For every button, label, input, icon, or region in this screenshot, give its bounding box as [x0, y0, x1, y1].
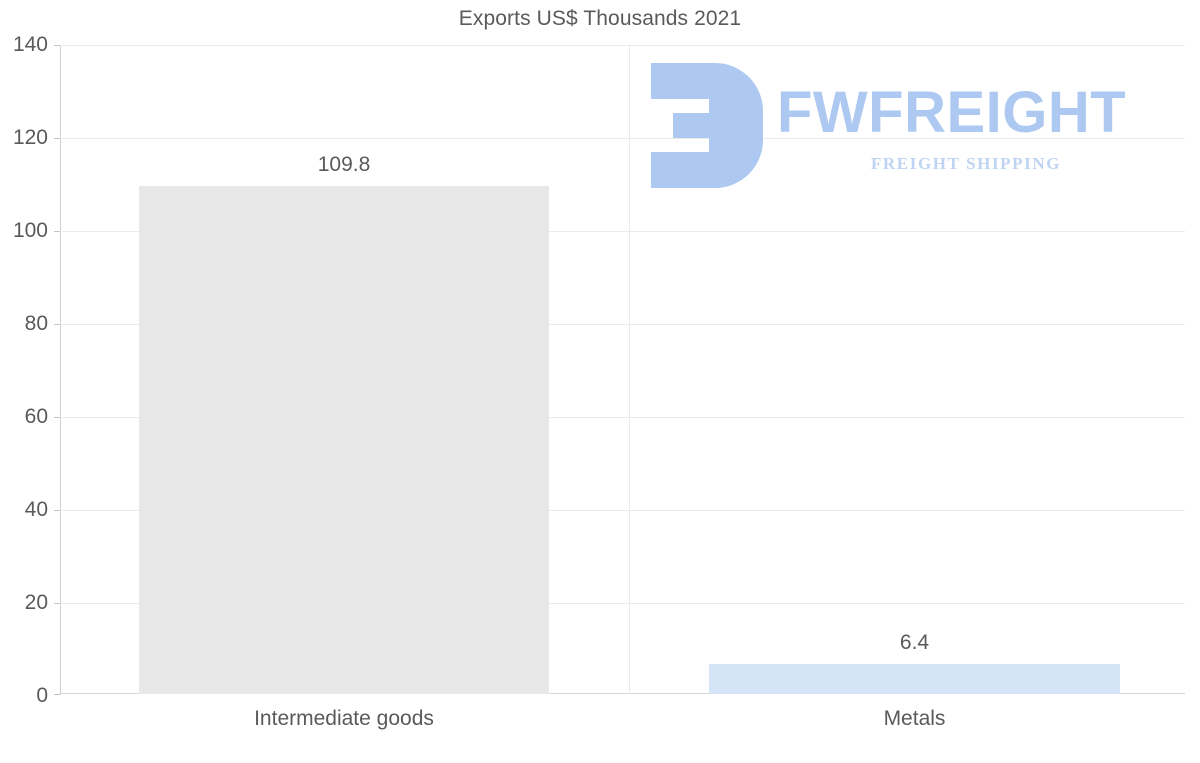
bar-intermediate-goods[interactable] [139, 186, 549, 694]
y-axis-tick-label-60: 60 [24, 405, 48, 428]
gridline-140 [60, 45, 1185, 46]
gridline-40 [60, 510, 1185, 511]
category-divider-gridline [629, 45, 630, 694]
gridline-80 [60, 324, 1185, 325]
y-axis-tickmark-100 [54, 231, 60, 232]
gridline-100 [60, 231, 1185, 232]
gridline-20 [60, 603, 1185, 604]
y-axis-tickmark-60 [54, 417, 60, 418]
y-axis-tick-label-40: 40 [24, 498, 48, 521]
y-axis-line [60, 45, 61, 695]
y-axis-tickmark-0 [54, 694, 60, 695]
y-axis-tick-label-20: 20 [24, 591, 48, 614]
y-axis-tickmark-40 [54, 510, 60, 511]
y-axis-tickmark-140 [54, 45, 60, 46]
y-axis-tick-label-120: 120 [12, 126, 48, 149]
plot-area: 109.8 6.4 [60, 45, 1185, 694]
y-axis-tickmark-20 [54, 603, 60, 604]
bar-metals[interactable] [709, 664, 1120, 694]
bar-value-label-intermediate-goods: 109.8 [317, 153, 371, 176]
x-axis-label-metals: Metals [883, 707, 946, 730]
gridline-120 [60, 138, 1185, 139]
y-axis-tick-label-140: 140 [12, 33, 48, 56]
gridline-baseline-0 [60, 693, 1185, 694]
bar-value-label-metals: 6.4 [899, 631, 930, 654]
y-axis-tick-label-0: 0 [36, 684, 48, 707]
x-axis-label-intermediate-goods: Intermediate goods [254, 707, 434, 730]
y-axis-tick-label-100: 100 [12, 219, 48, 242]
y-axis-tickmark-120 [54, 138, 60, 139]
y-axis-tickmark-80 [54, 324, 60, 325]
chart-title: Exports US$ Thousands 2021 [458, 7, 742, 30]
gridline-60 [60, 417, 1185, 418]
y-axis-tick-label-80: 80 [24, 312, 48, 335]
